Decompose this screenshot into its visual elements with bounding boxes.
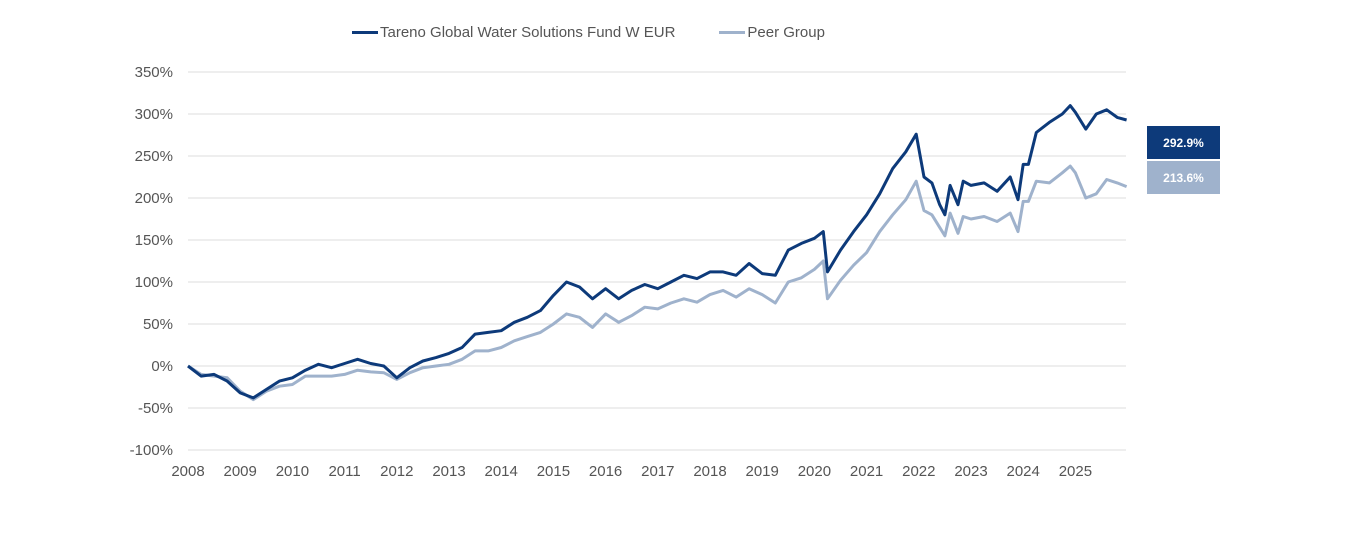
final-value-badge-fund: 292.9%	[1147, 126, 1220, 159]
x-tick-label: 2011	[328, 463, 360, 480]
x-tick-label: 2023	[954, 463, 987, 480]
x-tick-label: 2010	[276, 463, 309, 480]
legend-label-peer: Peer Group	[747, 24, 825, 41]
final-value-badge-peer: 213.6%	[1147, 161, 1220, 194]
x-tick-label: 2012	[380, 463, 413, 480]
y-tick-label: 0%	[151, 358, 173, 375]
y-tick-label: 200%	[135, 190, 173, 207]
x-tick-label: 2022	[902, 463, 935, 480]
x-tick-label: 2018	[693, 463, 726, 480]
y-tick-label: -100%	[130, 442, 173, 459]
x-tick-label: 2017	[641, 463, 674, 480]
x-tick-label: 2021	[850, 463, 883, 480]
y-tick-label: 50%	[143, 316, 173, 333]
x-tick-label: 2024	[1007, 463, 1040, 480]
y-tick-label: 250%	[135, 148, 173, 165]
y-axis: -100% -50% 0% 50% 100% 150% 200% 250% 300% 350%	[130, 64, 173, 459]
y-tick-label: 350%	[135, 64, 173, 81]
x-tick-label: 2020	[798, 463, 831, 480]
series-lines	[187, 104, 1128, 402]
y-tick-label: 300%	[135, 106, 173, 123]
x-tick-label: 2016	[589, 463, 622, 480]
x-tick-label: 2014	[485, 463, 518, 480]
x-axis: 2008 2009 2010 2011 2012 2013 2014 2015 2016 2017…	[171, 463, 1092, 480]
y-tick-label: -50%	[138, 400, 173, 417]
x-tick-label: 2009	[224, 463, 257, 480]
x-tick-label: 2015	[537, 463, 570, 480]
legend-item-peer[interactable]: Peer Group	[719, 24, 825, 41]
gridlines	[188, 71, 1126, 451]
x-tick-label: 2013	[432, 463, 465, 480]
y-tick-label: 100%	[135, 274, 173, 291]
x-tick-label: 2025	[1059, 463, 1092, 480]
legend-item-fund[interactable]: Tareno Global Water Solutions Fund W EUR	[352, 24, 675, 41]
legend: Tareno Global Water Solutions Fund W EUR…	[352, 24, 869, 41]
legend-swatch-peer	[719, 31, 746, 34]
series-line-peer-group	[187, 164, 1128, 402]
legend-label-fund: Tareno Global Water Solutions Fund W EUR	[380, 24, 676, 41]
x-tick-label: 2008	[171, 463, 204, 480]
x-tick-label: 2019	[746, 463, 779, 480]
series-line-fund	[187, 104, 1127, 400]
y-tick-label: 150%	[135, 232, 173, 249]
legend-swatch-fund	[352, 31, 378, 34]
